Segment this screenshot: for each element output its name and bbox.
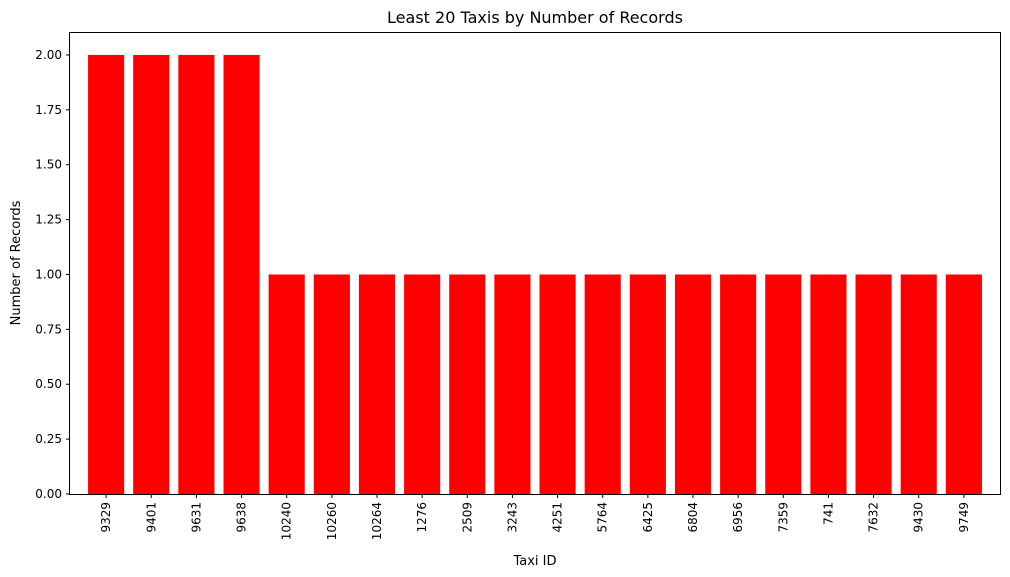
x-tick-label: 1276 xyxy=(415,502,429,533)
y-tick-label: 1.75 xyxy=(35,103,62,117)
x-tick-label: 2509 xyxy=(460,502,474,533)
x-tick-label: 6804 xyxy=(686,502,700,533)
x-tick-label: 9631 xyxy=(189,502,203,533)
x-tick-label: 9638 xyxy=(235,502,249,533)
bar-9631 xyxy=(178,55,214,494)
y-tick-label: 0.25 xyxy=(35,432,62,446)
y-tick-label: 0.50 xyxy=(35,377,62,391)
chart-title: Least 20 Taxis by Number of Records xyxy=(387,8,683,27)
y-tick-label: 1.00 xyxy=(35,267,62,281)
bar-9749 xyxy=(946,274,982,494)
x-tick-label: 9749 xyxy=(957,502,971,533)
bar-10264 xyxy=(359,274,395,494)
bar-6956 xyxy=(720,274,756,494)
x-tick-label: 10260 xyxy=(325,502,339,540)
bars-group xyxy=(88,55,982,494)
x-tick-label: 7359 xyxy=(776,502,790,533)
bar-9401 xyxy=(133,55,169,494)
bar-741 xyxy=(810,274,846,494)
bar-3243 xyxy=(494,274,530,494)
x-tick-label: 7632 xyxy=(867,502,881,533)
x-tick-label: 6956 xyxy=(731,502,745,533)
bar-4251 xyxy=(540,274,576,494)
x-tick-label: 4251 xyxy=(551,502,565,533)
bar-9329 xyxy=(88,55,124,494)
y-axis-label: Number of Records xyxy=(9,200,24,325)
x-tick-label: 10264 xyxy=(370,502,384,540)
bar-2509 xyxy=(449,274,485,494)
bar-10240 xyxy=(269,274,305,494)
bar-10260 xyxy=(314,274,350,494)
y-tick-label: 2.00 xyxy=(35,48,62,62)
bar-1276 xyxy=(404,274,440,494)
bar-6425 xyxy=(630,274,666,494)
bar-9430 xyxy=(901,274,937,494)
bar-5764 xyxy=(585,274,621,494)
y-tick-label: 1.50 xyxy=(35,158,62,172)
x-tick-label: 741 xyxy=(821,502,835,525)
y-tick-label: 1.25 xyxy=(35,213,62,227)
bar-6804 xyxy=(675,274,711,494)
bar-7359 xyxy=(765,274,801,494)
bar-7632 xyxy=(856,274,892,494)
x-tick-label: 5764 xyxy=(596,502,610,533)
y-axis-ticks: 0.00 0.25 0.50 0.75 1.00 1.25 1.50 1.75 2.00 xyxy=(35,48,70,501)
x-tick-label: 10240 xyxy=(280,502,294,540)
x-axis-ticks: 9329 9401 9631 9638 10240 10260 10264 1276 2509 3… xyxy=(99,494,971,540)
y-tick-label: 0.00 xyxy=(35,487,62,501)
bar-9638 xyxy=(224,55,260,494)
x-tick-label: 9401 xyxy=(144,502,158,533)
y-tick-label: 0.75 xyxy=(35,322,62,336)
x-axis-label: Taxi ID xyxy=(512,554,556,569)
x-tick-label: 9329 xyxy=(99,502,113,533)
x-tick-label: 9430 xyxy=(912,502,926,533)
x-tick-label: 6425 xyxy=(641,502,655,533)
x-tick-label: 3243 xyxy=(505,502,519,533)
